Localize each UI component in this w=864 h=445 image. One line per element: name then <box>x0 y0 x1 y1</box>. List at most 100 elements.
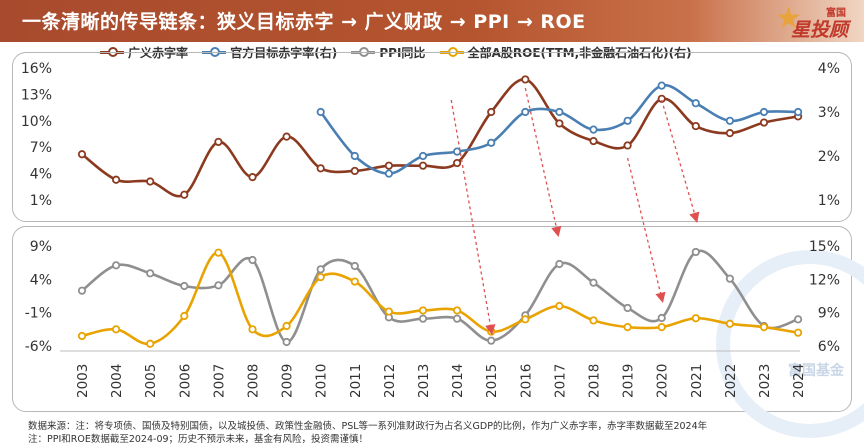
bottom-right-tick-label: 12% <box>809 272 840 288</box>
bottom-left-tick-label: -6% <box>25 339 52 355</box>
top-series-0-point-2007 <box>214 137 223 147</box>
bottom-series-0-point-2003 <box>77 286 87 295</box>
bottom-series-0-point-2005 <box>146 269 155 278</box>
x-tick-label-2021: 2021 <box>689 364 705 398</box>
top-series-1-point-2017 <box>555 107 564 117</box>
top-left-tick-label: 10% <box>21 114 52 130</box>
bottom-right-tick-label: 6% <box>818 339 840 355</box>
x-tick-label-2023: 2023 <box>757 364 773 398</box>
top-left-tick-label: 7% <box>30 140 52 156</box>
x-tick-label-2003: 2003 <box>75 364 91 398</box>
bottom-series-1-point-2016 <box>521 315 530 324</box>
bottom-series-1-point-2004 <box>112 325 121 334</box>
x-tick-label-2018: 2018 <box>587 364 603 398</box>
bottom-series-1-point-2011 <box>350 277 359 286</box>
bottom-series-1-point-2015 <box>487 327 496 336</box>
top-series-0-point-2023 <box>759 118 769 127</box>
bottom-series-1-point-2021 <box>691 314 700 323</box>
top-left-tick-label: 16% <box>21 61 52 77</box>
top-series-0-point-2005 <box>146 177 155 186</box>
top-panel-frame <box>12 52 852 222</box>
x-tick-label-2017: 2017 <box>552 364 568 398</box>
top-right-tick-label: 4% <box>818 61 840 77</box>
top-right-tick-label: 1% <box>818 193 840 209</box>
top-series-0-point-2009 <box>282 132 291 141</box>
title-bar: 一条清晰的传导链条：狭义目标赤字 → 广义财政 → PPI → ROE ★ 富国… <box>0 0 864 42</box>
top-series-0-point-2019 <box>623 141 632 150</box>
top-series-1-point-2011 <box>350 151 359 161</box>
bottom-series-1-point-2023 <box>759 323 769 332</box>
bottom-series-1-point-2009 <box>282 321 291 331</box>
top-series-1-point-2020 <box>657 81 666 90</box>
bottom-series-1-point-2017 <box>555 301 564 311</box>
top-series-0-point-2017 <box>555 119 564 128</box>
bottom-series-1-point-2022 <box>725 319 735 328</box>
bottom-left-tick-label: 4% <box>30 272 52 288</box>
top-left-tick-label: 13% <box>21 87 52 103</box>
bottom-series-1-point-2012 <box>384 307 393 316</box>
legend-label-narrow-deficit: 官方目标赤字率(右) <box>230 46 338 60</box>
x-tick-label-2022: 2022 <box>723 364 739 398</box>
top-left-tick-label: 1% <box>30 193 52 209</box>
top-series-1-point-2024 <box>793 107 803 117</box>
legend-label-roe: 全部A股ROE(TTM,非金融石油石化)(右) <box>467 46 692 60</box>
bottom-series-0-point-2010 <box>316 265 325 274</box>
transmission-arrow-2020-to-2021 <box>661 99 700 223</box>
top-right-tick-label: 2% <box>818 149 840 165</box>
top-series-0-point-2021 <box>691 121 700 131</box>
top-series-1-point-2012 <box>384 169 393 178</box>
logo-big-text: 星投顾 <box>790 19 848 41</box>
bottom-series-0-point-2013 <box>418 314 428 323</box>
bottom-series-0-point-2011 <box>350 261 359 271</box>
bottom-right-tick-label: 15% <box>809 239 840 255</box>
top-series-0-point-2018 <box>589 136 598 146</box>
x-tick-label-2007: 2007 <box>211 364 227 398</box>
transmission-arrow-2019-to-2020 <box>626 157 666 304</box>
top-series-0-point-2004 <box>112 175 121 184</box>
bottom-series-1-point-2005 <box>146 339 155 348</box>
bottom-series-0-point-2015 <box>487 336 496 345</box>
legend-label-broad-deficit: 广义赤字率 <box>128 46 189 60</box>
bottom-series-0-point-2008 <box>248 255 257 265</box>
top-left-tick-label: 4% <box>30 167 52 183</box>
top-series-0-point-2013 <box>418 161 428 170</box>
top-series-0-point-2010 <box>316 164 325 173</box>
top-series-0-point-2006 <box>180 190 189 199</box>
bottom-series-0-point-2004 <box>112 261 121 270</box>
top-series-1-point-2014 <box>452 147 462 156</box>
bottom-series-1-point-2014 <box>452 306 462 315</box>
top-series-0-point-2008 <box>248 173 257 182</box>
top-series-0-point-2014 <box>452 158 462 168</box>
bottom-series-1-point-2003 <box>77 331 87 341</box>
bottom-series-0-point-2021 <box>691 247 700 257</box>
top-series-1-point-2010 <box>316 107 325 117</box>
top-series-1-point-2016 <box>521 107 530 117</box>
watermark-text: 富国基金 <box>788 363 844 379</box>
top-series-0-point-2015 <box>487 107 496 117</box>
x-tick-label-2005: 2005 <box>143 364 159 398</box>
bottom-series-0-point-2007 <box>214 281 223 290</box>
x-tick-label-2006: 2006 <box>177 364 193 398</box>
x-tick-label-2013: 2013 <box>416 364 432 398</box>
brand-logo: ★ 富国 星投顾 <box>770 4 850 42</box>
top-series-0-point-2022 <box>725 129 735 138</box>
x-tick-label-2024: 2024 <box>791 364 807 398</box>
bottom-series-0-point-2018 <box>589 278 598 287</box>
legend-label-ppi: PPI同比 <box>379 46 426 60</box>
bottom-series-1-point-2010 <box>316 273 325 282</box>
x-tick-label-2019: 2019 <box>621 364 637 398</box>
bottom-series-0-point-2009 <box>282 337 291 347</box>
top-series-0-point-2003 <box>77 150 87 159</box>
x-tick-label-2012: 2012 <box>382 364 398 398</box>
bottom-series-1-point-2020 <box>657 323 666 332</box>
x-tick-label-2015: 2015 <box>484 364 500 398</box>
top-series-0-point-2012 <box>384 161 393 170</box>
x-tick-label-2008: 2008 <box>246 364 262 398</box>
bottom-series-1-point-2007 <box>214 248 223 257</box>
bottom-series-0-point-2006 <box>180 281 189 291</box>
bottom-series-1-point-2008 <box>248 325 257 334</box>
transmission-arrow-2015-to-2015 <box>450 99 496 336</box>
bottom-series-0-point-2020 <box>657 313 666 323</box>
top-series-1-point-2015 <box>487 138 496 147</box>
bottom-series-0-point-2022 <box>725 274 735 283</box>
